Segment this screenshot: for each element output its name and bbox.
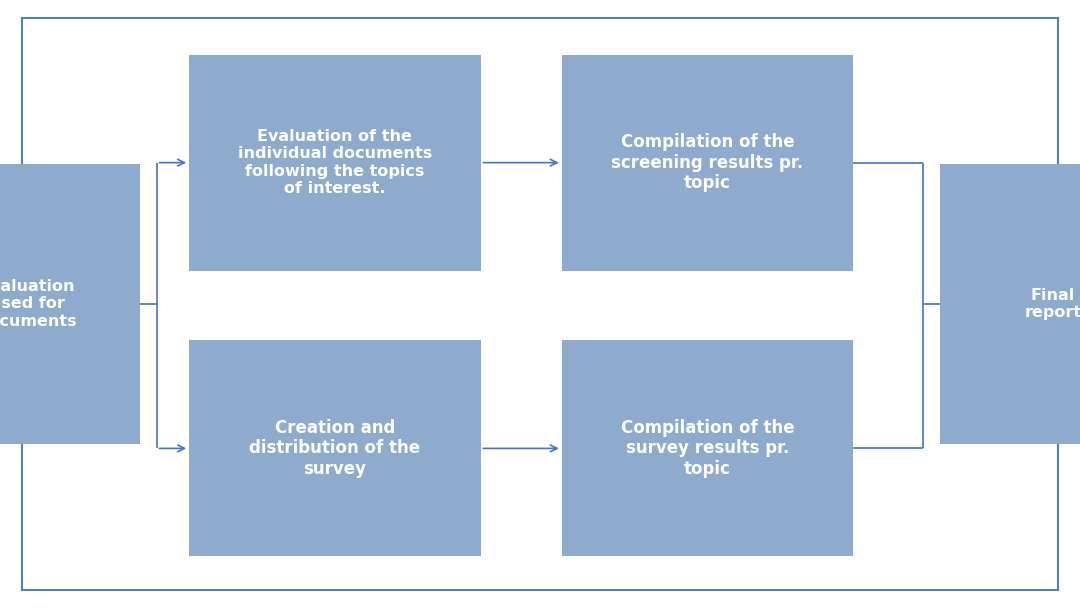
Bar <box>562 55 853 271</box>
Text: Compilation of the
survey results pr.
topic: Compilation of the survey results pr. to… <box>621 418 794 478</box>
Text: Evaluation
used for
documents: Evaluation used for documents <box>0 279 77 329</box>
Bar <box>562 340 853 556</box>
Bar <box>0 164 140 444</box>
Text: Creation and
distribution of the
survey: Creation and distribution of the survey <box>249 418 420 478</box>
Text: Final
report: Final report <box>1025 288 1080 320</box>
Bar <box>189 55 481 271</box>
Text: Compilation of the
screening results pr.
topic: Compilation of the screening results pr.… <box>611 133 804 193</box>
Bar <box>940 164 1080 444</box>
Bar <box>189 340 481 556</box>
Text: Evaluation of the
individual documents
following the topics
of interest.: Evaluation of the individual documents f… <box>238 129 432 196</box>
